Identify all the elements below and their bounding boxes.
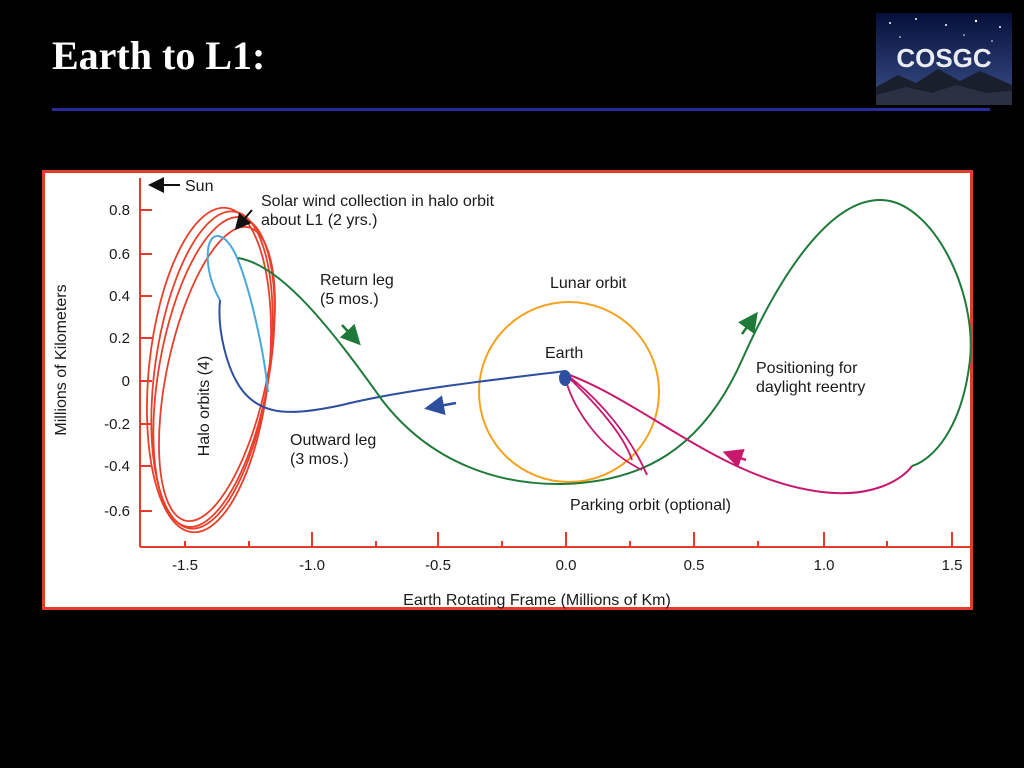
lunar-orbit-circle xyxy=(478,301,660,483)
y-tick-label: 0.6 xyxy=(109,246,130,263)
positioning-green-arrow xyxy=(738,311,758,335)
outward-arrow xyxy=(424,395,457,416)
y-tick-label: -0.6 xyxy=(104,503,130,520)
trajectory-svg: -1.5 -1.0 -0.5 0.0 0.5 1.0 1.5 0.8 0.6 0… xyxy=(42,170,973,610)
y-tick-label: 0.8 xyxy=(109,202,130,219)
x-tick-label: 1.0 xyxy=(814,557,835,574)
y-tick-label: 0.4 xyxy=(109,288,130,305)
return-leg-label-line1: Return leg xyxy=(320,272,394,289)
trajectory-diagram: -1.5 -1.0 -0.5 0.0 0.5 1.0 1.5 0.8 0.6 0… xyxy=(42,170,973,610)
outward-leg-trajectory xyxy=(218,299,567,413)
solar-wind-label-line1: Solar wind collection in halo orbit xyxy=(261,193,495,210)
outward-leg-label-line1: Outward leg xyxy=(290,432,376,449)
x-tick-label: 0.5 xyxy=(684,557,705,574)
return-arrow xyxy=(339,323,361,346)
x-tick-label: -1.0 xyxy=(299,557,325,574)
solar-wind-label-line2: about L1 (2 yrs.) xyxy=(261,212,378,229)
slide-title: Earth to L1: xyxy=(52,33,266,78)
collection-trajectory xyxy=(206,235,269,393)
parking-orbit-trajectory xyxy=(563,372,648,476)
x-tick-marks xyxy=(184,532,953,547)
mountain-starfield-logo-icon: COSGC xyxy=(876,13,1012,105)
title-divider xyxy=(52,108,990,111)
x-tick-label: 0.0 xyxy=(556,557,577,574)
sun-label: Sun xyxy=(185,178,213,195)
figure-border xyxy=(42,170,973,610)
parking-orbit-label: Parking orbit (optional) xyxy=(570,497,731,514)
solar-wind-arrow-icon xyxy=(234,209,253,231)
outward-leg-label-line2: (3 mos.) xyxy=(290,451,349,468)
return-leg-trajectory xyxy=(237,198,972,486)
positioning-label-line1: Positioning for xyxy=(756,360,858,377)
earth-label: Earth xyxy=(545,345,583,362)
earth-marker xyxy=(559,370,571,386)
y-tick-marks xyxy=(140,209,152,512)
return-leg-label-line2: (5 mos.) xyxy=(320,291,379,308)
y-axis-label: Millions of Kilometers xyxy=(53,284,70,435)
lunar-orbit-label: Lunar orbit xyxy=(550,275,627,292)
halo-orbits-label: Halo orbits (4) xyxy=(196,356,213,456)
y-tick-label: 0 xyxy=(122,373,130,390)
x-tick-label: 1.5 xyxy=(942,557,963,574)
y-tick-label: -0.4 xyxy=(104,458,130,475)
x-tick-label: -1.5 xyxy=(172,557,198,574)
logo-text: COSGC xyxy=(896,43,992,73)
x-tick-label: -0.5 xyxy=(425,557,451,574)
y-tick-label: 0.2 xyxy=(109,330,130,347)
cosgc-logo: COSGC xyxy=(876,13,1012,105)
y-tick-label: -0.2 xyxy=(104,416,130,433)
positioning-label-line2: daylight reentry xyxy=(756,379,865,396)
x-axis-label: Earth Rotating Frame (Millions of Km) xyxy=(403,592,671,609)
positioning-arrow xyxy=(722,448,747,468)
positioning-trajectory xyxy=(563,372,913,495)
